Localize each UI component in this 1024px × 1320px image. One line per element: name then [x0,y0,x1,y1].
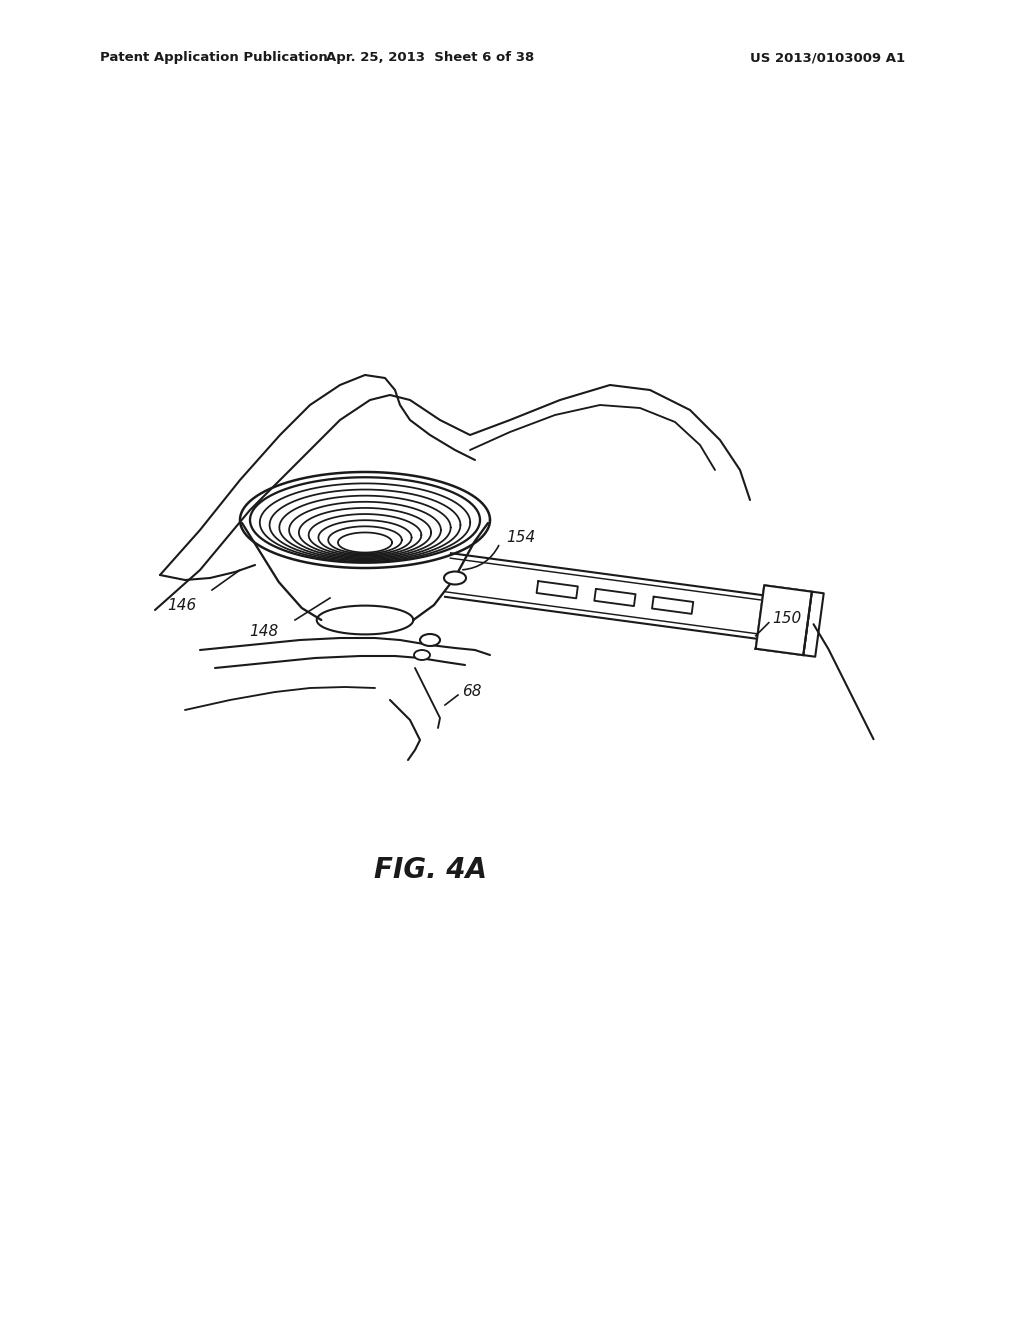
Text: 148: 148 [249,624,278,639]
Text: Apr. 25, 2013  Sheet 6 of 38: Apr. 25, 2013 Sheet 6 of 38 [326,51,535,65]
Text: 154: 154 [506,529,536,544]
Ellipse shape [420,634,440,645]
Text: 146: 146 [167,598,197,612]
Text: US 2013/0103009 A1: US 2013/0103009 A1 [750,51,905,65]
Ellipse shape [444,572,466,585]
Ellipse shape [414,649,430,660]
Text: 150: 150 [773,611,802,626]
Text: Patent Application Publication: Patent Application Publication [100,51,328,65]
Text: FIG. 4A: FIG. 4A [374,855,486,884]
Polygon shape [756,585,812,655]
Text: 68: 68 [462,685,481,700]
